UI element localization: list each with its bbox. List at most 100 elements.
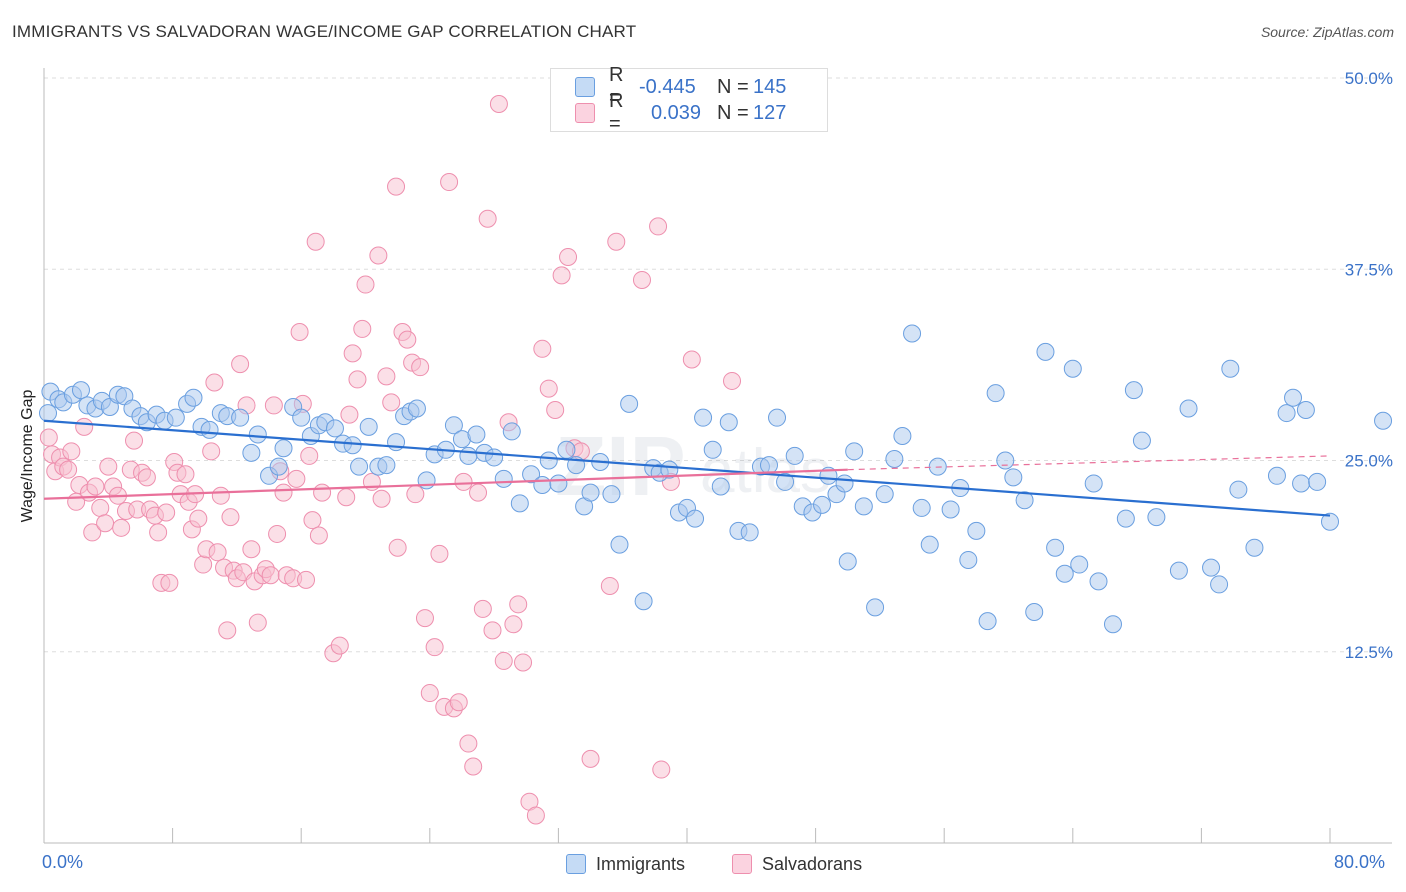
immigrants-point [776,472,795,491]
salvadorans-point [343,344,362,363]
salvadorans-point [430,544,449,563]
salvadorans-point [300,446,319,465]
salvadorans-point [274,483,293,502]
immigrants-point [522,465,541,484]
immigrants-point [549,474,568,493]
salvadorans-point [464,757,483,776]
immigrants-point [893,427,912,446]
salvadorans-point [91,498,110,517]
n-value: 127 [753,101,787,124]
x-tick-label-max: 80.0% [1334,852,1386,872]
legend-label-salvadorans: Salvadorans [762,853,863,874]
n-value: 145 [753,75,787,98]
immigrants-point [711,477,730,496]
salvadorans-point [231,355,250,374]
immigrants-point [1124,381,1143,400]
immigrants-point [1267,466,1286,485]
salvadorans-trend-extension [847,455,1331,471]
salvadorans-point [176,465,195,484]
n-label: N = [717,101,749,124]
salvadorans-point [208,543,227,562]
immigrants-point [1055,564,1074,583]
immigrants-point [292,408,311,427]
salvadorans-point [39,428,58,447]
r-value: 0.039 [651,101,702,124]
salvadorans-point [330,636,349,655]
salvadorans-point [440,173,459,192]
salvadorans-point [218,621,237,640]
immigrants-point [835,474,854,493]
salvadorans-point [189,509,208,528]
salvadorans-point [160,573,179,592]
immigrants-point [1147,508,1166,527]
r-label: R = [609,64,624,109]
immigrants-point [845,442,864,461]
immigrants-point [854,497,873,516]
salvadorans-point [59,460,78,479]
salvadorans-point [478,209,497,228]
immigrants-point [71,381,90,400]
immigrants-point [459,446,478,465]
immigrants-point [407,399,426,418]
immigrants-swatch [575,77,595,97]
immigrants-point [1221,359,1240,378]
immigrants-point [1103,615,1122,634]
legend-item-immigrants[interactable]: Immigrants [566,852,685,876]
immigrants-point [740,523,759,542]
salvadorans-point [149,523,168,542]
y-axis-title: Wage/Income Gap [19,389,36,523]
salvadorans-point [287,469,306,488]
immigrants-point [539,451,558,470]
salvadorans-point [261,566,280,585]
immigrants-point [1374,411,1393,430]
immigrants-point [978,612,997,631]
salvadorans-point [682,350,701,369]
immigrants-point [838,552,857,571]
salvadorans-point [309,526,328,545]
immigrants-point [1036,342,1055,361]
immigrants-point [885,449,904,468]
immigrants-point [768,408,787,427]
salvadorans-swatch [732,854,752,874]
salvadorans-point [211,486,230,505]
salvadorans-point [372,489,391,508]
immigrants-point [1132,431,1151,450]
immigrants-point [510,494,529,513]
salvadorans-point [504,615,523,634]
immigrants-point [1245,538,1264,557]
y-tick-label: 25.0% [1345,452,1393,471]
immigrants-point [920,535,939,554]
salvadorans-point [552,266,571,285]
immigrants-point [248,425,267,444]
immigrants-point [231,408,250,427]
salvadorans-point [420,684,439,703]
immigrants-point [1084,474,1103,493]
salvadorans-trend-line [43,468,848,500]
immigrants-point [694,408,713,427]
immigrants-point [1229,480,1248,499]
salvadorans-point [652,760,671,779]
salvadorans-point [406,485,425,504]
immigrants-point [1308,472,1327,491]
r-label: R = [609,90,624,135]
immigrants-point [467,425,486,444]
immigrants-point [533,475,552,494]
salvadorans-point [581,749,600,768]
salvadorans-point [489,95,508,114]
salvadorans-point [425,638,444,657]
y-tick-labels: 12.5% 25.0% 37.5% 50.0% [1345,69,1393,662]
immigrants-point [912,498,931,517]
legend-item-salvadorans[interactable]: Salvadorans [732,852,862,876]
salvadorans-point [353,319,372,338]
salvadorans-point [469,483,488,502]
immigrants-point [485,448,504,467]
immigrants-point [903,324,922,343]
salvadorans-point [382,393,401,412]
salvadorans-point [454,472,473,491]
immigrants-trend-line [43,419,1331,517]
salvadorans-swatch [575,103,595,123]
immigrants-point [200,420,219,439]
salvadorans-point [514,653,533,672]
immigrants-point [875,485,894,504]
